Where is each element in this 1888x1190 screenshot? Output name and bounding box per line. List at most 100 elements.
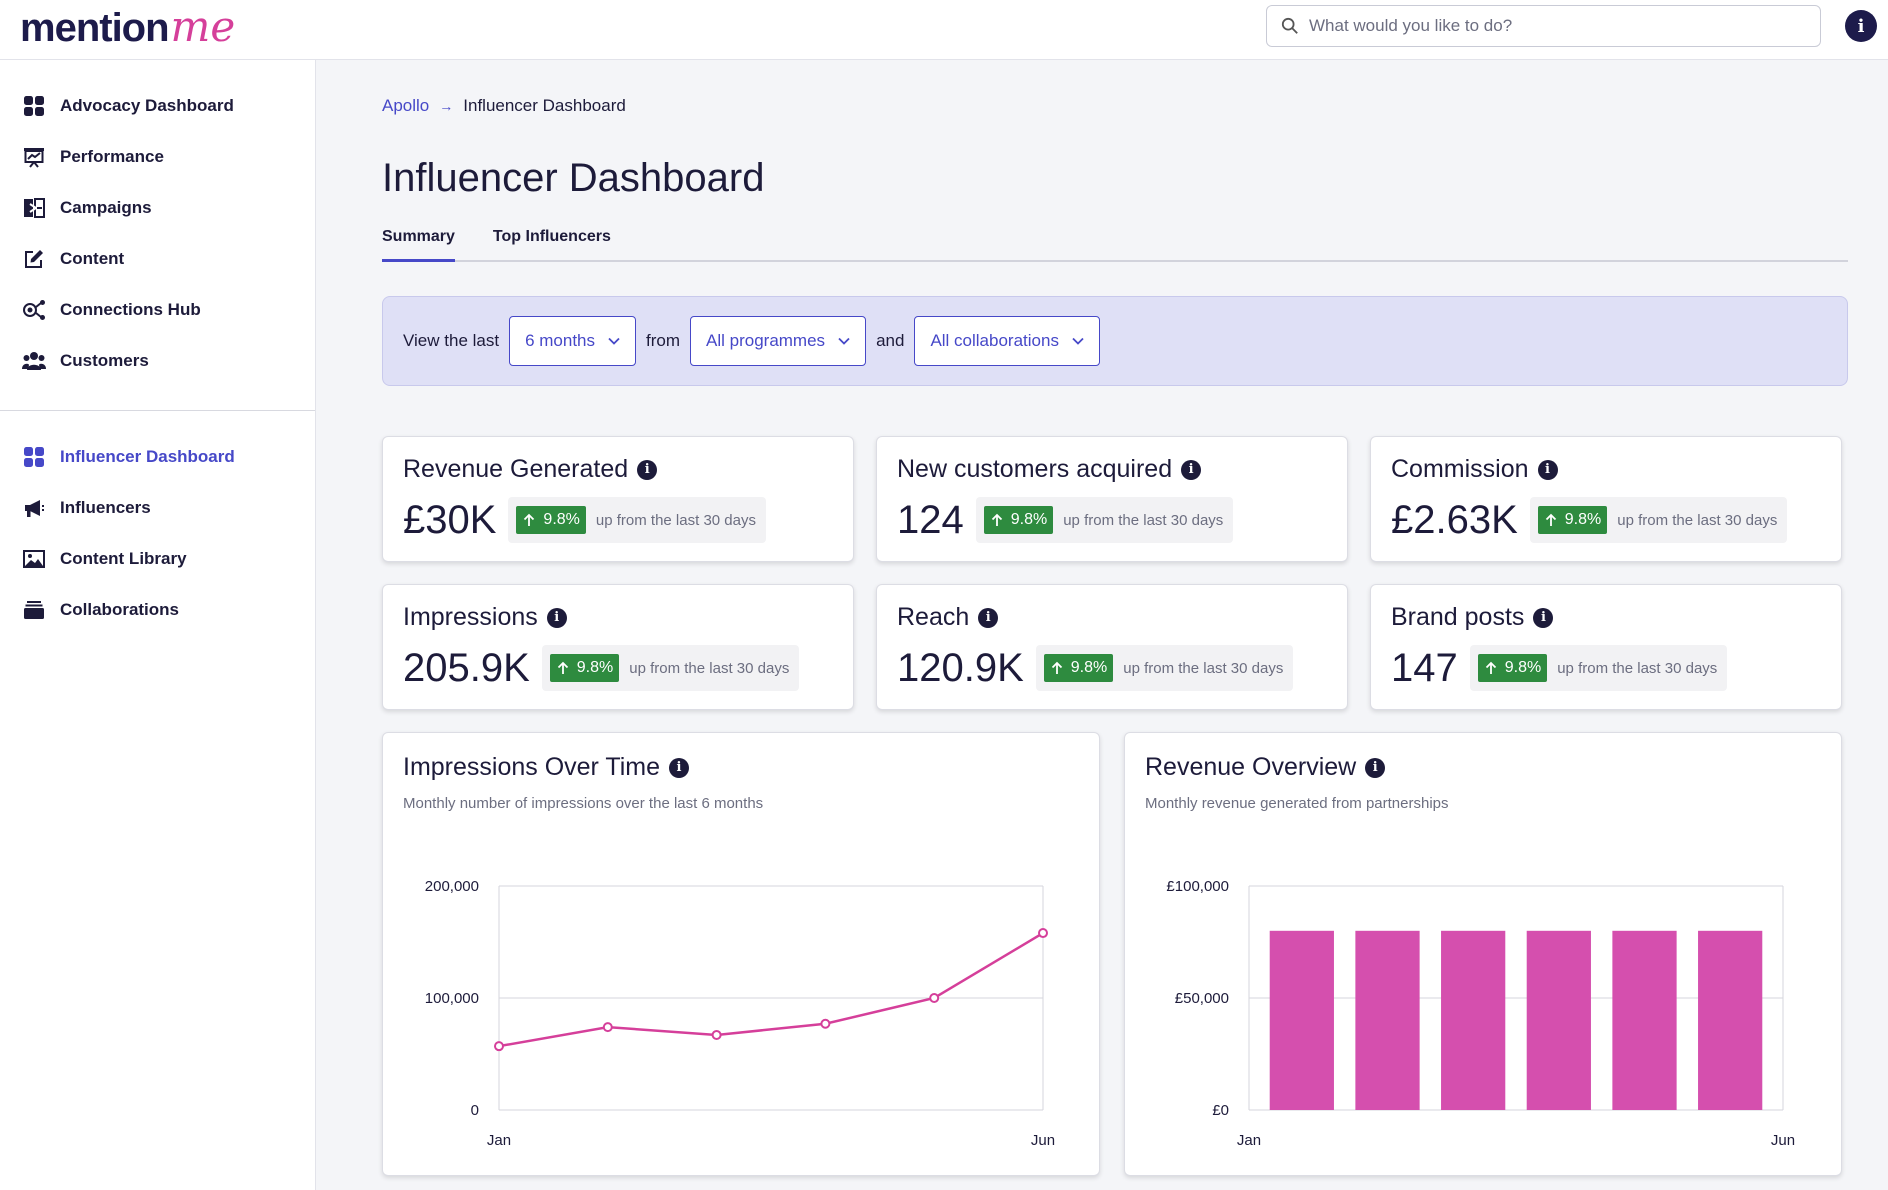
filter-text-view: View the last	[403, 331, 500, 350]
info-icon[interactable]: i	[637, 459, 658, 480]
info-icon[interactable]: i	[978, 607, 999, 628]
arrow-right-icon: →	[439, 98, 454, 114]
chart-title-text: Revenue Overview	[1145, 753, 1357, 781]
kpi-value: £30K	[403, 497, 497, 542]
search-input[interactable]	[1309, 16, 1809, 36]
kpi-row: £2.63K 9.8% up from the last 30 days	[1391, 497, 1788, 543]
sidebar-item-influencer-dashboard[interactable]: Influencer Dashboard	[0, 431, 315, 482]
sidebar-item-label: Advocacy Dashboard	[60, 95, 234, 115]
sidebar-group-advocacy: Advocacy Dashboard Performance Campaigns…	[0, 60, 315, 386]
sidebar-item-content[interactable]: Content	[0, 233, 315, 284]
trend-value: 9.8%	[1070, 659, 1108, 676]
sidebar-item-performance[interactable]: Performance	[0, 131, 315, 182]
tab-bar: Summary Top Influencers	[382, 228, 1848, 262]
info-icon[interactable]: i	[1365, 757, 1386, 778]
y-tick-label: £100,000	[1166, 878, 1229, 895]
sidebar-item-advocacy-dashboard[interactable]: Advocacy Dashboard	[0, 80, 315, 131]
sidebar-item-content-library[interactable]: Content Library	[0, 533, 315, 584]
kpi-value: 205.9K	[403, 645, 530, 690]
trend-box: 9.8% up from the last 30 days	[975, 497, 1234, 543]
kpi-title-text: Reach	[897, 603, 970, 631]
mentionme-logo[interactable]: mention me	[20, 2, 235, 52]
info-icon[interactable]: i	[1533, 607, 1554, 628]
collaboration-dropdown[interactable]: All collaborations	[914, 316, 1100, 366]
filter-text-and: and	[876, 331, 905, 350]
programme-dropdown[interactable]: All programmes	[690, 316, 867, 366]
sidebar-item-label: Collaborations	[60, 599, 180, 619]
revenue-bar	[1269, 930, 1334, 1110]
sidebar-item-label: Content	[60, 248, 125, 268]
info-icon[interactable]: i	[1181, 459, 1202, 480]
trend-value: 9.8%	[1564, 511, 1602, 528]
sidebar-item-campaigns[interactable]: Campaigns	[0, 182, 315, 233]
revenue-bar	[1698, 930, 1763, 1110]
y-tick-label: 200,000	[425, 878, 479, 895]
info-icon[interactable]: i	[546, 607, 567, 628]
sidebar-item-influencers[interactable]: Influencers	[0, 482, 315, 533]
collaboration-dropdown-value: All collaborations	[930, 331, 1059, 350]
trend-box: 9.8% up from the last 30 days	[508, 497, 766, 543]
breadcrumb-link-apollo[interactable]: Apollo	[382, 96, 430, 115]
sidebar-item-customers[interactable]: Customers	[0, 335, 315, 386]
kpi-title-text: New customers acquired	[897, 455, 1173, 483]
revenue-bar	[1355, 930, 1420, 1110]
chevron-down-icon	[608, 337, 620, 345]
revenue-bar	[1612, 930, 1677, 1110]
logo-text-mention: mention	[20, 6, 170, 50]
info-icon[interactable]: i	[1845, 10, 1877, 42]
kpi-card-brand-posts: Brand posts i 147 9.8% up from the last 3…	[1370, 584, 1842, 710]
breadcrumb-current: Influencer Dashboard	[463, 96, 626, 115]
kpi-row: 205.9K 9.8% up from the last 30 days	[403, 645, 800, 691]
impressions-line-chart: 0 100,000 200,000 Jan Jun	[425, 878, 1055, 1149]
campaigns-icon	[22, 196, 46, 220]
tab-summary[interactable]: Summary	[382, 228, 455, 262]
sidebar-divider	[0, 410, 315, 411]
period-dropdown[interactable]: 6 months	[509, 316, 637, 366]
trend-box: 9.8% up from the last 30 days	[1469, 645, 1728, 691]
kpi-card-new-customers: New customers acquired i 124 9.8% up from…	[876, 436, 1348, 562]
tab-top-influencers[interactable]: Top Influencers	[492, 228, 611, 245]
kpi-title-text: Impressions	[403, 603, 538, 631]
sidebar-item-collaborations[interactable]: Collaborations	[0, 584, 315, 635]
sidebar-item-label: Campaigns	[60, 197, 152, 217]
kpi-row: 147 9.8% up from the last 30 days	[1391, 645, 1728, 691]
megaphone-icon	[22, 496, 46, 520]
trend-value: 9.8%	[576, 659, 614, 676]
kpi-title: New customers acquired i	[897, 455, 1202, 484]
chart-title: Impressions Over Time i	[403, 753, 690, 782]
main-content: Apollo → Influencer Dashboard Influencer…	[316, 60, 1888, 1190]
kpi-row: £30K 9.8% up from the last 30 days	[403, 497, 766, 543]
info-icon[interactable]: i	[669, 757, 690, 778]
sidebar-item-connections-hub[interactable]: Connections Hub	[0, 284, 315, 335]
presentation-chart-icon	[22, 145, 46, 169]
breadcrumb: Apollo → Influencer Dashboard	[382, 96, 626, 116]
impressions-chart-card: 0 100,000 200,000 Jan Jun Impressions Over T…	[382, 732, 1100, 1176]
data-point	[602, 1022, 613, 1033]
data-point	[711, 1029, 722, 1040]
chart-title-text: Impressions Over Time	[403, 753, 661, 781]
search-box[interactable]	[1266, 5, 1821, 47]
trend-badge: 9.8%	[1477, 654, 1548, 682]
data-point	[929, 993, 940, 1003]
filter-text-from: from	[646, 331, 681, 350]
kpi-card-commission: Commission i £2.63K 9.8% up from the last…	[1370, 436, 1842, 562]
impressions-series-line	[498, 931, 1044, 1048]
kpi-title: Impressions i	[403, 603, 567, 632]
trend-note: up from the last 30 days	[595, 511, 756, 529]
info-icon[interactable]: i	[1537, 459, 1558, 480]
users-icon	[22, 349, 46, 373]
trend-badge: 9.8%	[1537, 506, 1608, 534]
trend-box: 9.8% up from the last 30 days	[1035, 645, 1294, 691]
kpi-value: 124	[897, 497, 964, 542]
kpi-title-text: Commission	[1391, 455, 1529, 483]
sidebar-item-label: Influencer Dashboard	[60, 446, 235, 466]
kpi-title: Commission i	[1391, 455, 1558, 484]
x-tick-label: Jun	[1031, 1132, 1055, 1149]
kpi-value: 147	[1391, 645, 1458, 690]
stack-icon	[22, 598, 46, 622]
x-tick-label: Jan	[487, 1132, 511, 1149]
trend-badge: 9.8%	[549, 654, 620, 682]
sidebar-item-label: Influencers	[60, 497, 151, 517]
kpi-title: Revenue Generated i	[403, 455, 658, 484]
